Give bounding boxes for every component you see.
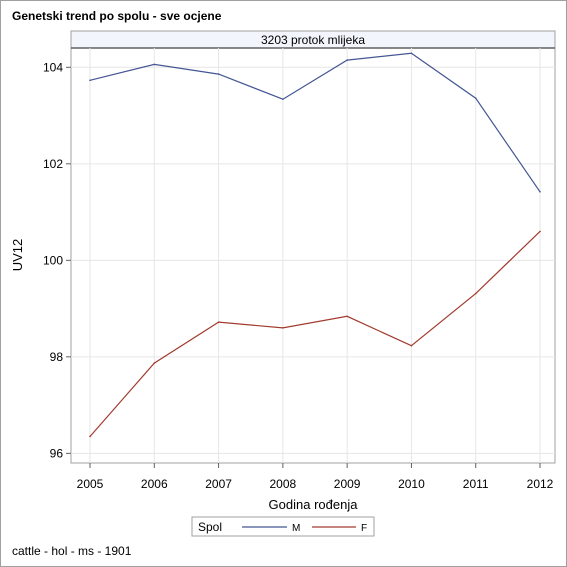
x-tick-label: 2010 [398, 477, 425, 491]
y-tick-label: 102 [43, 157, 63, 171]
legend-title: Spol [198, 520, 222, 534]
y-tick-label: 104 [43, 60, 63, 74]
series-line-m [89, 52, 541, 193]
y-tick-label: 96 [50, 446, 64, 460]
series-lines [89, 52, 541, 438]
data-point-m [217, 73, 220, 75]
x-tick-label: 2009 [334, 477, 361, 491]
x-tick-label: 2012 [527, 477, 554, 491]
data-point-f [153, 362, 156, 364]
data-point-f [217, 321, 220, 323]
gridlines [71, 48, 555, 463]
data-point-f [346, 315, 348, 318]
chart-title: Genetski trend po spolu - sve ocjene [12, 9, 222, 23]
data-point-f [410, 344, 413, 347]
legend: Spol M F [191, 516, 375, 537]
x-axis-label: Godina rođenja [269, 497, 359, 512]
y-axis-label: UV12 [10, 239, 25, 272]
data-point-f [474, 292, 477, 295]
legend-label-f: F [361, 523, 367, 534]
y-tick-label: 100 [43, 253, 63, 267]
plot-area [70, 47, 556, 464]
panel-title: 3203 protok mlijeka [261, 33, 365, 47]
data-point-m [89, 79, 91, 82]
y-axis: 96 98 100 102 104 [43, 60, 71, 460]
x-tick-label: 2008 [270, 477, 297, 491]
x-tick-label: 2005 [77, 477, 104, 491]
y-tick-label: 98 [50, 350, 64, 364]
footnote: cattle - hol - ms - 1901 [12, 544, 132, 558]
data-point-m [282, 98, 284, 100]
data-point-m [346, 59, 348, 61]
data-point-f [539, 230, 541, 233]
data-point-f [89, 435, 91, 438]
data-point-m [410, 52, 413, 55]
series-line-f [89, 230, 541, 437]
legend-label-m: M [292, 523, 300, 534]
data-point-m [474, 97, 477, 99]
x-tick-label: 2011 [463, 477, 489, 491]
data-point-f [282, 327, 284, 329]
x-tick-label: 2006 [141, 477, 168, 491]
x-axis: 2005 2006 2007 2008 2009 2010 2011 2012 [77, 463, 554, 491]
data-point-m [153, 63, 156, 66]
data-point-m [539, 191, 541, 193]
x-tick-label: 2007 [205, 477, 232, 491]
